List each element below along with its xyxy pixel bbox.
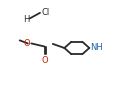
Text: H: H (23, 15, 30, 23)
Text: NH: NH (89, 44, 102, 52)
Text: O: O (42, 56, 48, 65)
Text: Cl: Cl (41, 8, 50, 17)
Text: O: O (24, 39, 30, 48)
